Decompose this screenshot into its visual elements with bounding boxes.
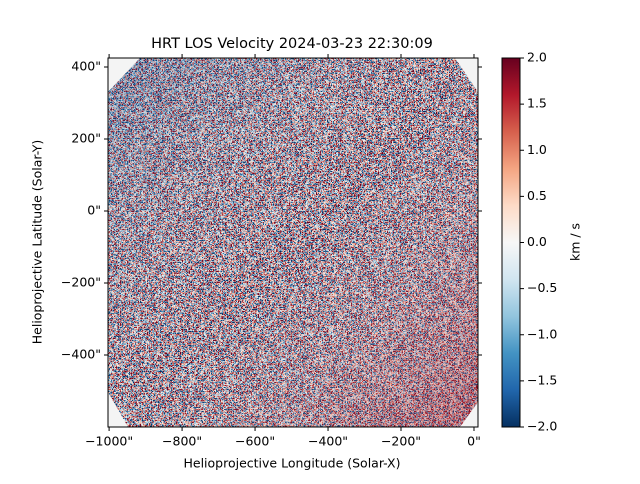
- colorbar-tick-label: 1.0: [527, 142, 547, 157]
- colorbar-tick-label: −0.5: [527, 280, 557, 295]
- y-tick-label: −400": [61, 347, 101, 362]
- y-tick-label: 200": [71, 131, 101, 146]
- colorbar-tick-label: 1.5: [527, 96, 547, 111]
- y-tick-label: 0": [87, 203, 101, 218]
- velocity-trend: [108, 58, 478, 427]
- y-tick-label: 400": [71, 59, 101, 74]
- x-tick-label: −600": [235, 434, 275, 449]
- y-axis-label: Helioprojective Latitude (Solar-Y): [30, 140, 45, 345]
- colorbar-tick-label: −2.0: [527, 419, 557, 434]
- colorbar-tick-label: 0.0: [527, 234, 547, 249]
- colorbar-label: km / s: [568, 223, 583, 261]
- x-tick-label: −800": [162, 434, 202, 449]
- x-tick-label: −400": [308, 434, 348, 449]
- colorbar-tick-label: −1.5: [527, 372, 557, 387]
- x-tick-label: −1000": [85, 434, 133, 449]
- colorbar-tick-label: −1.0: [527, 326, 557, 341]
- x-axis-label: Helioprojective Longitude (Solar-X): [183, 456, 400, 471]
- x-tick-label: 0": [467, 434, 481, 449]
- axes-frame: [107, 57, 479, 428]
- colorbar: [501, 57, 521, 428]
- velocity-image: [108, 58, 478, 427]
- x-tick-label: −200": [381, 434, 421, 449]
- y-tick-label: −200": [61, 275, 101, 290]
- colorbar-tick-label: 0.5: [527, 188, 547, 203]
- chart-title: HRT LOS Velocity 2024-03-23 22:30:09: [151, 36, 433, 52]
- colorbar-tick-label: 2.0: [527, 50, 547, 65]
